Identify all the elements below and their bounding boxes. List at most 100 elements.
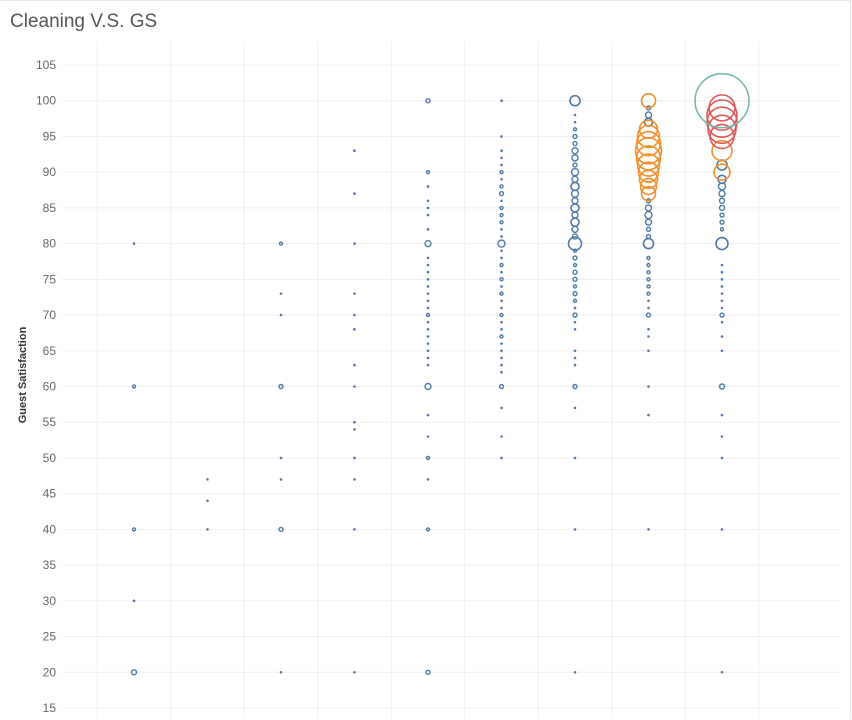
data-point-blue[interactable] xyxy=(570,217,580,227)
data-point-blue[interactable] xyxy=(720,528,724,531)
data-point-blue[interactable] xyxy=(500,199,503,203)
data-point-blue[interactable] xyxy=(646,262,651,268)
data-point-orange[interactable] xyxy=(637,161,660,183)
data-point-blue[interactable] xyxy=(644,218,653,226)
data-point-blue[interactable] xyxy=(353,478,356,481)
data-point-blue[interactable] xyxy=(720,292,724,295)
data-point-blue[interactable] xyxy=(353,313,356,317)
data-point-blue[interactable] xyxy=(500,228,503,231)
data-point-blue[interactable] xyxy=(500,299,503,303)
data-point-red[interactable] xyxy=(706,106,738,138)
data-point-blue[interactable] xyxy=(720,306,724,310)
data-point-blue[interactable] xyxy=(720,349,724,353)
data-point-blue[interactable] xyxy=(499,184,504,189)
data-point-blue[interactable] xyxy=(279,313,283,317)
data-point-blue[interactable] xyxy=(500,349,503,353)
data-point-blue[interactable] xyxy=(500,256,503,260)
data-point-orange[interactable] xyxy=(636,153,661,177)
data-point-blue[interactable] xyxy=(720,263,724,267)
data-point-blue[interactable] xyxy=(499,169,504,175)
data-point-blue[interactable] xyxy=(424,239,432,248)
data-point-blue[interactable] xyxy=(718,197,726,204)
data-point-blue[interactable] xyxy=(498,190,505,197)
data-point-orange[interactable] xyxy=(640,92,657,109)
data-point-blue[interactable] xyxy=(572,127,578,132)
data-point-blue[interactable] xyxy=(426,206,430,210)
data-point-blue[interactable] xyxy=(499,312,504,318)
data-point-blue[interactable] xyxy=(426,320,430,324)
data-point-blue[interactable] xyxy=(720,435,724,438)
data-point-blue[interactable] xyxy=(500,163,503,167)
data-point-blue[interactable] xyxy=(647,413,650,417)
data-point-blue[interactable] xyxy=(132,599,136,603)
data-point-blue[interactable] xyxy=(647,335,650,338)
data-point-blue[interactable] xyxy=(426,356,430,360)
data-point-blue[interactable] xyxy=(572,383,578,390)
data-point-blue[interactable] xyxy=(425,669,431,675)
data-point-blue[interactable] xyxy=(571,197,579,205)
data-point-blue[interactable] xyxy=(426,306,430,310)
data-point-blue[interactable] xyxy=(718,383,726,390)
data-point-blue[interactable] xyxy=(573,670,577,674)
data-point-blue[interactable] xyxy=(500,342,503,345)
data-point-orange[interactable] xyxy=(635,130,662,157)
data-point-blue[interactable] xyxy=(573,120,577,124)
data-point-blue[interactable] xyxy=(206,499,209,503)
data-point-blue[interactable] xyxy=(642,237,655,250)
data-point-blue[interactable] xyxy=(425,455,431,461)
data-point-blue[interactable] xyxy=(206,528,209,531)
data-point-blue[interactable] xyxy=(572,298,578,303)
data-point-orange[interactable] xyxy=(711,139,733,162)
data-point-blue[interactable] xyxy=(500,270,503,274)
data-point-blue[interactable] xyxy=(500,356,503,360)
data-point-blue[interactable] xyxy=(571,225,579,234)
data-point-blue[interactable] xyxy=(500,149,503,153)
data-point-blue[interactable] xyxy=(499,262,504,268)
data-point-blue[interactable] xyxy=(426,435,430,438)
data-point-blue[interactable] xyxy=(500,363,503,367)
data-point-blue[interactable] xyxy=(425,98,431,104)
data-point-blue[interactable] xyxy=(353,456,356,460)
data-point-blue[interactable] xyxy=(426,185,430,188)
data-point-blue[interactable] xyxy=(567,236,583,251)
data-point-blue[interactable] xyxy=(279,670,283,674)
data-point-blue[interactable] xyxy=(572,140,578,147)
data-point-blue[interactable] xyxy=(426,342,430,345)
data-point-blue[interactable] xyxy=(426,299,430,303)
data-point-orange[interactable] xyxy=(713,163,731,181)
data-point-blue[interactable] xyxy=(573,406,577,410)
data-point-blue[interactable] xyxy=(573,456,577,460)
data-point-blue[interactable] xyxy=(425,169,431,175)
data-point-blue[interactable] xyxy=(500,156,503,160)
data-point-orange[interactable] xyxy=(640,185,657,202)
data-point-blue[interactable] xyxy=(645,226,652,233)
data-point-blue[interactable] xyxy=(353,363,356,367)
data-point-blue[interactable] xyxy=(720,299,724,303)
data-point-blue[interactable] xyxy=(573,113,577,117)
data-point-blue[interactable] xyxy=(130,669,138,676)
data-point-blue[interactable] xyxy=(279,292,283,295)
data-point-blue[interactable] xyxy=(500,406,503,410)
data-point-orange[interactable] xyxy=(638,119,659,140)
data-point-blue[interactable] xyxy=(720,413,724,417)
data-point-blue[interactable] xyxy=(278,383,284,390)
data-point-blue[interactable] xyxy=(500,135,503,138)
data-point-blue[interactable] xyxy=(500,435,503,438)
data-point-blue[interactable] xyxy=(718,204,726,212)
data-point-blue[interactable] xyxy=(426,349,430,353)
data-point-blue[interactable] xyxy=(353,670,356,674)
data-point-blue[interactable] xyxy=(572,276,578,283)
data-point-blue[interactable] xyxy=(278,526,284,533)
data-point-blue[interactable] xyxy=(571,211,579,219)
data-point-blue[interactable] xyxy=(719,312,725,318)
data-point-blue[interactable] xyxy=(569,94,581,107)
data-point-orange[interactable] xyxy=(634,136,663,165)
data-point-blue[interactable] xyxy=(426,335,430,338)
data-point-orange[interactable] xyxy=(636,124,661,149)
data-point-blue[interactable] xyxy=(499,212,504,218)
data-point-teal[interactable] xyxy=(694,72,750,129)
data-point-blue[interactable] xyxy=(573,320,577,324)
data-point-blue[interactable] xyxy=(426,285,430,288)
data-point-blue[interactable] xyxy=(279,478,283,481)
data-point-blue[interactable] xyxy=(426,292,430,295)
